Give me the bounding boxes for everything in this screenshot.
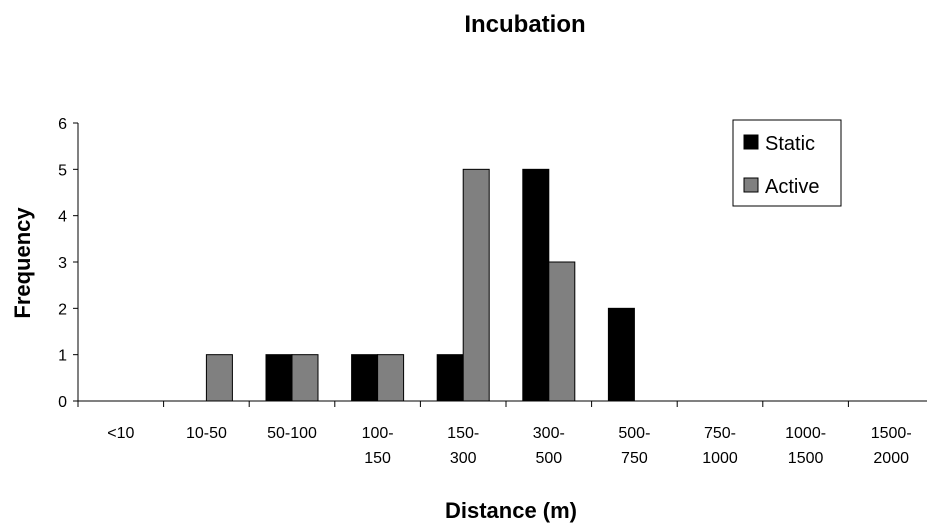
y-tick-label: 1 (58, 348, 67, 365)
x-tick-label: 1000 (702, 450, 738, 467)
y-axis-label: Frequency (10, 207, 35, 319)
x-tick-label: 1000- (785, 425, 826, 442)
x-ticks: <10 10-50 50-100 100- 150 150- 300 300- 500 500- 7… (77, 401, 912, 467)
x-tick-label: 300- (533, 425, 565, 442)
x-axis-label: Distance (m) (445, 498, 577, 523)
bar-active (377, 354, 405, 402)
bar-active (462, 168, 490, 402)
x-tick-label: 150- (447, 425, 479, 442)
bar-static (265, 354, 293, 402)
bar-static (607, 307, 635, 402)
x-tick-label: 1500 (788, 450, 824, 467)
x-tick-label: 150 (364, 450, 391, 467)
x-tick-label: 300 (450, 450, 477, 467)
chart-title: Incubation (464, 11, 585, 38)
x-tick-label: 10-50 (186, 425, 227, 442)
bar-active (291, 354, 319, 402)
x-tick-label: 750 (621, 450, 648, 467)
x-tick-label: 500 (535, 450, 562, 467)
bar-active (548, 261, 576, 402)
legend-swatch-active (743, 177, 759, 193)
x-tick-label: 750- (704, 425, 736, 442)
bar-static (351, 354, 379, 402)
legend-label-active: Active (765, 176, 819, 198)
x-tick-label: 100- (362, 425, 394, 442)
y-tick-label: 5 (58, 162, 67, 179)
bars (205, 168, 635, 402)
x-tick-label: 2000 (873, 450, 909, 467)
y-tick-label: 6 (58, 116, 67, 133)
y-tick-label: 0 (58, 394, 67, 411)
bar-static (436, 354, 464, 402)
x-tick-label: <10 (107, 425, 134, 442)
x-tick-label: 50-100 (267, 425, 317, 442)
legend: Static Active (732, 119, 842, 207)
y-tick-label: 2 (58, 301, 67, 318)
legend-swatch-static (743, 134, 759, 150)
bar-static (522, 168, 550, 402)
x-tick-label: 500- (618, 425, 650, 442)
y-tick-label: 3 (58, 255, 67, 272)
y-tick-label: 4 (58, 209, 67, 226)
bar-active (205, 354, 233, 402)
y-ticks: 0 1 2 3 4 5 6 (58, 116, 78, 411)
legend-label-static: Static (765, 133, 815, 155)
x-tick-label: 1500- (871, 425, 912, 442)
